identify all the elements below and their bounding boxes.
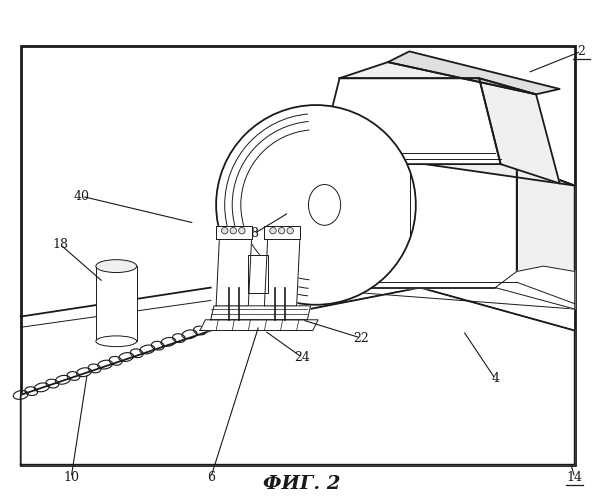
Circle shape [230, 228, 237, 234]
Polygon shape [495, 266, 574, 309]
Text: 2: 2 [577, 45, 585, 58]
Circle shape [216, 105, 416, 305]
Circle shape [287, 228, 294, 234]
Text: 10: 10 [63, 471, 79, 484]
Circle shape [222, 228, 228, 234]
Circle shape [270, 228, 276, 234]
Ellipse shape [96, 336, 137, 346]
Text: 24: 24 [294, 351, 310, 364]
Polygon shape [388, 52, 560, 94]
Polygon shape [479, 78, 560, 184]
Text: 4: 4 [491, 372, 500, 386]
Polygon shape [291, 164, 517, 288]
Bar [21, 46, 574, 465]
Polygon shape [265, 226, 300, 239]
Text: 14: 14 [567, 471, 583, 484]
Polygon shape [211, 306, 310, 320]
Ellipse shape [96, 260, 137, 272]
Text: ФИГ. 2: ФИГ. 2 [263, 475, 341, 493]
Polygon shape [248, 256, 268, 293]
Polygon shape [339, 62, 536, 94]
Polygon shape [265, 240, 300, 306]
Text: 40: 40 [74, 190, 90, 203]
Text: 18: 18 [53, 238, 68, 251]
Text: 6: 6 [207, 471, 215, 484]
Polygon shape [216, 226, 251, 239]
Circle shape [278, 228, 285, 234]
Polygon shape [216, 240, 251, 306]
Bar [96, 266, 137, 342]
Polygon shape [21, 288, 574, 465]
Polygon shape [200, 320, 318, 330]
Polygon shape [517, 164, 574, 309]
Text: 22: 22 [353, 332, 369, 344]
Circle shape [239, 228, 245, 234]
Polygon shape [291, 148, 574, 186]
Text: 8: 8 [249, 228, 258, 240]
Polygon shape [318, 78, 501, 164]
Ellipse shape [309, 184, 341, 226]
